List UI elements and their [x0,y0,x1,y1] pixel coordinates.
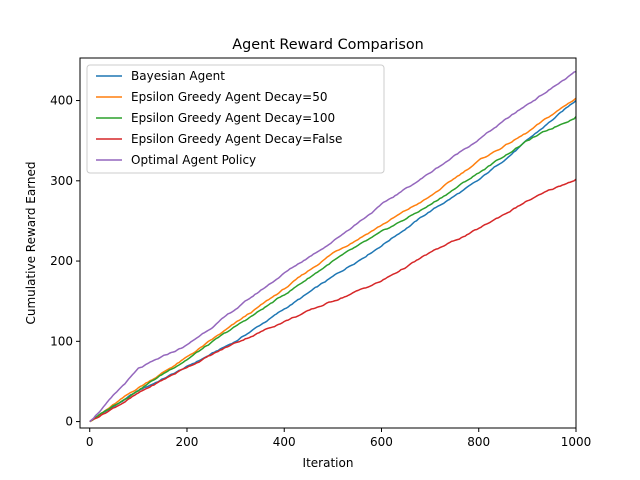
legend-box [86,64,385,174]
chart-title: Agent Reward Comparison [232,37,424,53]
y-tick-label: 300 [50,174,73,188]
x-tick-label: 400 [273,435,296,449]
y-tick-label: 200 [50,254,73,268]
series-line [89,99,576,423]
legend-label: Epsilon Greedy Agent Decay=50 [131,90,327,104]
x-tick-label: 1000 [561,435,592,449]
x-tick-label: 0 [86,435,94,449]
y-tick-label: 0 [65,415,73,429]
legend-label: Bayesian Agent [131,69,225,83]
x-tick-label: 800 [467,435,490,449]
y-tick-label: 400 [50,94,73,108]
legend-label: Optimal Agent Policy [131,153,256,167]
x-axis: 0 200 400 600 800 1000 [86,428,591,449]
series-line [89,97,576,423]
legend-label: Epsilon Greedy Agent Decay=100 [131,111,335,125]
x-tick-label: 600 [370,435,393,449]
series-line [89,116,576,423]
y-axis-title: Cumulative Reward Earned [24,161,38,324]
series-line [89,70,576,423]
y-tick-label: 100 [50,334,73,348]
y-axis: 0 100 200 300 400 [50,94,80,429]
series-line [89,178,576,423]
x-tick-label: 200 [176,435,199,449]
plot-frame [79,57,577,429]
x-axis-title: Iteration [303,456,354,470]
plot-lines [89,70,576,423]
legend-label: Epsilon Greedy Agent Decay=False [131,132,342,146]
legend: Bayesian Agent Epsilon Greedy Agent Decay… [86,64,385,174]
